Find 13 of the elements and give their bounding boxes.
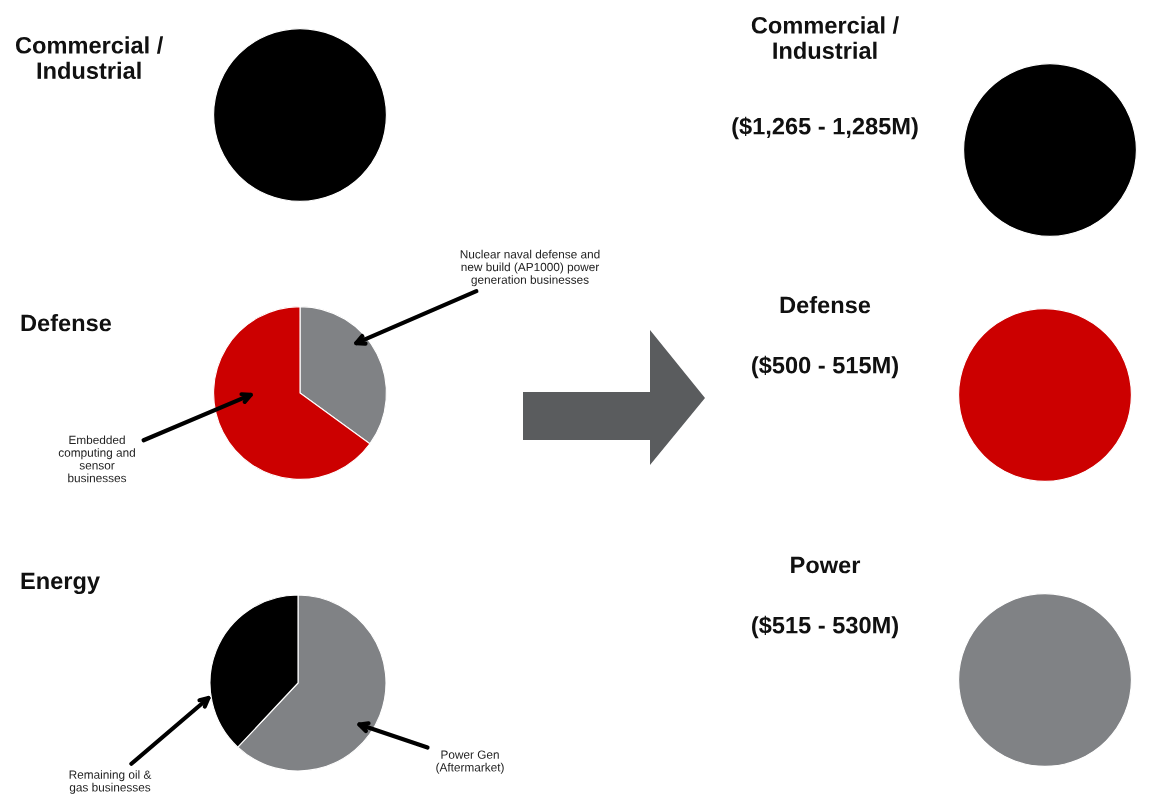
slice-label: Remaining oil & gas businesses bbox=[69, 770, 152, 794]
text: Commercial / Industrial bbox=[15, 36, 164, 80]
chart-title: Energy bbox=[21, 572, 100, 595]
chart-title: Commercial / Industrial bbox=[751, 16, 899, 60]
text: ($1,265 - 1,285M) bbox=[732, 116, 918, 140]
text: ($515 - 530M) bbox=[752, 615, 898, 639]
text: Defense bbox=[21, 313, 112, 332]
slice-label: Nuclear naval defense and new build (AP1000) power generation businesses bbox=[460, 249, 600, 287]
text: ($500 - 515M) bbox=[752, 355, 898, 379]
slice-label: Power Gen (Aftermarket) bbox=[436, 750, 504, 774]
chart-title: Defense bbox=[780, 295, 871, 314]
slice-label: Embedded computing and sensor businesses bbox=[58, 435, 135, 483]
chart-title: Power bbox=[791, 556, 861, 574]
